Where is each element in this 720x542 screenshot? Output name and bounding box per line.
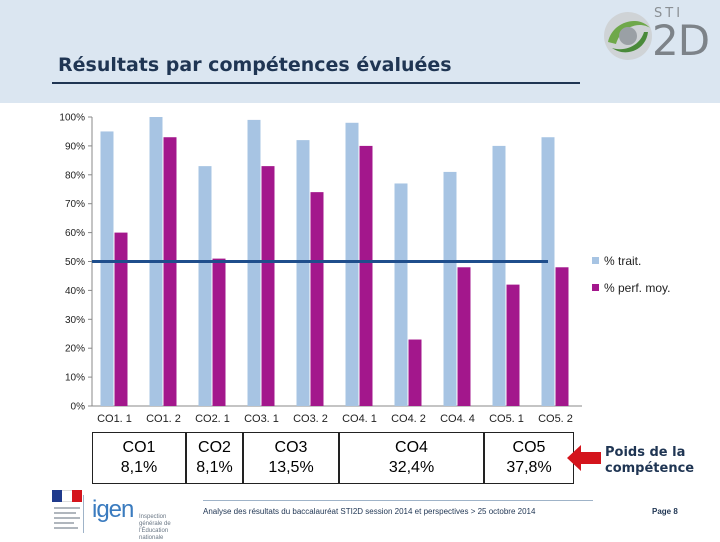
co-group-weight: 37,8% xyxy=(506,459,552,476)
co-group-weight: 8,1% xyxy=(120,459,158,476)
igen-subtitle: Inspection générale de l'Éducation natio… xyxy=(139,514,171,541)
y-tick-label: 30% xyxy=(65,315,85,326)
footer-text: Analyse des résultats du baccalauréat ST… xyxy=(203,507,536,516)
legend-swatch xyxy=(592,284,599,291)
x-tick-label: CO3. 1 xyxy=(244,413,279,425)
y-tick-label: 40% xyxy=(65,286,85,297)
x-tick-label: CO5. 2 xyxy=(538,413,573,425)
co-group-box: CO4 32,4% xyxy=(339,432,484,484)
legend-label: % perf. moy. xyxy=(604,281,670,295)
co-group-name: CO4 xyxy=(395,439,428,456)
bar-perf xyxy=(212,258,226,406)
french-flag-icon xyxy=(52,490,82,502)
bar-trait xyxy=(541,137,555,407)
y-tick-label: 10% xyxy=(65,373,85,384)
bar-trait xyxy=(394,183,408,406)
y-tick-label: 90% xyxy=(65,141,85,152)
x-tick-label: CO4. 4 xyxy=(440,413,475,425)
logo-2d-text: 2D xyxy=(652,16,710,65)
legend-swatch xyxy=(592,257,599,264)
bar-perf xyxy=(555,267,569,406)
co-group-box: CO5 37,8% xyxy=(484,432,574,484)
bar-perf xyxy=(310,192,324,406)
sti2d-logo-icon xyxy=(604,12,652,60)
co-group-name: CO2 xyxy=(198,439,231,456)
bar-trait xyxy=(345,122,359,406)
weight-label: Poids de la compétence xyxy=(605,445,695,476)
footer-divider xyxy=(203,500,593,501)
bar-perf xyxy=(506,284,520,406)
co-group-name: CO1 xyxy=(122,439,156,456)
logo-sti-text: STI xyxy=(654,6,684,21)
footer-separator xyxy=(83,495,84,533)
page-title: Résultats par compétences évaluées xyxy=(58,54,452,76)
bar-perf xyxy=(261,166,275,406)
competence-bar-chart: 0% 10% 20% 30% 40% 50% 60% 70% 80% 90% 100% CO1. 1 C… xyxy=(59,113,670,426)
x-tick-label: CO2. 1 xyxy=(195,413,230,425)
co-group-weight: 32,4% xyxy=(388,459,435,476)
bar-perf xyxy=(457,267,471,406)
y-tick-label: 100% xyxy=(59,113,85,124)
y-tick-label: 20% xyxy=(65,344,85,355)
x-tick-label: CO4. 1 xyxy=(342,413,377,425)
bar-perf xyxy=(359,145,373,406)
bar-trait xyxy=(198,166,212,406)
co-group-box: CO1 8,1% xyxy=(92,432,186,484)
y-tick-label: 60% xyxy=(65,228,85,239)
left-arrow-icon xyxy=(567,445,601,471)
page-number: Page 8 xyxy=(652,507,678,516)
y-tick-label: 0% xyxy=(71,402,86,413)
bar-trait xyxy=(443,171,457,406)
legend-label: % trait. xyxy=(604,254,641,268)
bar-perf xyxy=(163,137,177,407)
ministry-logo xyxy=(52,490,82,534)
y-tick-label: 70% xyxy=(65,199,85,210)
bar-trait xyxy=(100,131,114,406)
co-group-box: CO3 13,5% xyxy=(243,432,339,484)
co-group-weight: 13,5% xyxy=(268,459,314,476)
y-tick-label: 50% xyxy=(65,257,85,268)
co-group-box: CO2 8,1% xyxy=(186,432,243,484)
x-tick-label: CO1. 2 xyxy=(146,413,181,425)
x-tick-label: CO4. 2 xyxy=(391,413,426,425)
x-tick-label: CO5. 1 xyxy=(489,413,524,425)
title-divider xyxy=(52,82,580,84)
bar-trait xyxy=(296,140,310,406)
co-group-name: CO5 xyxy=(512,439,546,456)
header-band xyxy=(0,0,720,103)
bar-trait xyxy=(492,145,506,406)
bar-perf xyxy=(114,232,128,406)
co-group-name: CO3 xyxy=(274,439,308,456)
y-tick-label: 80% xyxy=(65,170,85,181)
bar-perf xyxy=(408,339,422,406)
co-group-weight: 8,1% xyxy=(196,459,233,476)
x-tick-label: CO3. 2 xyxy=(293,413,328,425)
ministry-text-lines xyxy=(54,507,80,529)
x-tick-label: CO1. 1 xyxy=(97,413,132,425)
igen-logo-text: igen xyxy=(92,496,134,523)
